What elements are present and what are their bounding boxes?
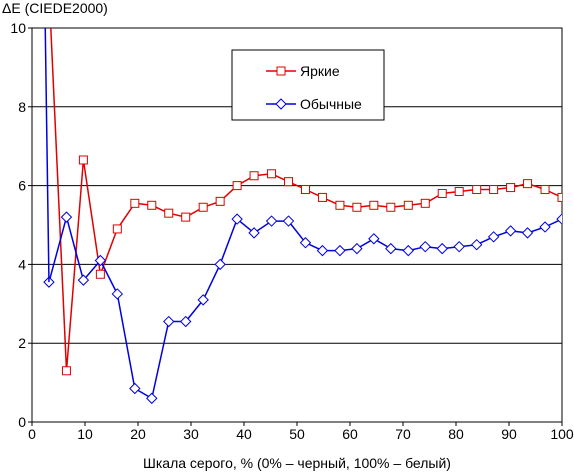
- data-point: [436, 242, 448, 255]
- y-tick-label: 0: [18, 414, 26, 430]
- legend-label-bright: Яркие: [300, 63, 340, 79]
- legend-marker-regular: [275, 98, 287, 110]
- x-tick-label: 10: [77, 426, 93, 442]
- data-point: [369, 200, 379, 210]
- x-tick-labels: 0 10 20 30 40 50 60 70 80 90 100: [28, 422, 574, 442]
- legend: Яркие Обычные: [231, 49, 385, 121]
- data-point: [146, 392, 158, 405]
- data-point: [470, 238, 483, 251]
- data-point: [368, 233, 380, 245]
- data-point: [78, 155, 88, 165]
- data-point: [181, 212, 191, 222]
- data-point: [487, 231, 500, 243]
- data-point: [556, 213, 562, 225]
- data-point: [453, 240, 465, 253]
- data-point: [523, 179, 533, 189]
- data-point: [231, 213, 243, 225]
- x-tick-label: 40: [236, 426, 252, 442]
- legend-box: [231, 49, 385, 121]
- y-tick-label: 8: [18, 99, 26, 115]
- x-tick-label: 50: [289, 426, 305, 442]
- legend-label-regular: Обычные: [300, 96, 362, 112]
- data-point: [60, 211, 73, 223]
- data-point: [540, 185, 550, 195]
- x-tick-label: 80: [448, 426, 464, 442]
- data-point: [557, 192, 562, 202]
- series-layer: [43, 28, 562, 405]
- data-point: [504, 225, 517, 237]
- data-point: [112, 224, 122, 234]
- x-tick-label: 0: [28, 426, 36, 442]
- data-point: [317, 192, 327, 202]
- data-point: [61, 366, 71, 376]
- data-point: [129, 382, 141, 395]
- data-point: [437, 188, 447, 198]
- data-point: [419, 240, 431, 253]
- data-point: [163, 315, 175, 328]
- data-point: [198, 202, 208, 212]
- x-tick-label: 30: [183, 426, 199, 442]
- y-axis-label: ΔE (CIEDE2000): [2, 0, 108, 16]
- data-point: [316, 244, 329, 257]
- data-point: [454, 187, 464, 197]
- data-point: [215, 196, 225, 206]
- x-tick-label: 20: [130, 426, 146, 442]
- data-point: [179, 315, 192, 328]
- y-tick-label: 6: [18, 178, 26, 194]
- x-axis-label: Шкала серого, % (0% – черный, 100% – бел…: [143, 455, 451, 471]
- data-point: [248, 227, 260, 239]
- data-point: [506, 183, 516, 193]
- data-point: [402, 244, 415, 257]
- data-point: [249, 171, 259, 181]
- data-point: [300, 185, 310, 195]
- data-point: [214, 258, 226, 271]
- data-point: [351, 242, 363, 255]
- legend-marker-bright: [276, 66, 286, 76]
- series-regular: [43, 28, 562, 405]
- series-line-entry: [44, 28, 50, 283]
- plot-area-border: [31, 27, 563, 423]
- data-point: [299, 237, 312, 249]
- x-tick-label: 100: [550, 426, 574, 442]
- data-point: [385, 242, 397, 255]
- data-point: [111, 288, 124, 300]
- data-point: [77, 274, 90, 286]
- data-point: [539, 221, 551, 233]
- data-point: [420, 198, 430, 208]
- data-point: [95, 269, 105, 279]
- data-point: [232, 181, 242, 191]
- data-point: [265, 215, 278, 227]
- data-point: [335, 200, 345, 210]
- data-point: [197, 294, 209, 306]
- x-tick-label: 60: [342, 426, 358, 442]
- data-point: [334, 244, 346, 257]
- data-point: [472, 185, 482, 195]
- data-point: [489, 185, 499, 195]
- series-bright: [50, 28, 562, 376]
- data-point: [284, 177, 294, 187]
- data-point: [386, 202, 396, 212]
- y-tick-label: 4: [18, 256, 26, 272]
- data-point: [352, 202, 362, 212]
- data-point: [403, 200, 413, 210]
- data-point: [521, 227, 534, 239]
- y-tick-label: 2: [18, 335, 26, 351]
- y-tick-label: 10: [10, 20, 26, 36]
- data-point: [130, 198, 140, 208]
- data-point: [267, 169, 277, 179]
- x-tick-label: 90: [501, 426, 517, 442]
- x-tick-label: 70: [395, 426, 411, 442]
- data-point: [94, 254, 107, 267]
- data-point: [282, 215, 295, 227]
- data-point: [164, 208, 174, 218]
- y-tick-labels: 0 2 4 6 8 10: [10, 20, 32, 430]
- data-point: [147, 200, 157, 210]
